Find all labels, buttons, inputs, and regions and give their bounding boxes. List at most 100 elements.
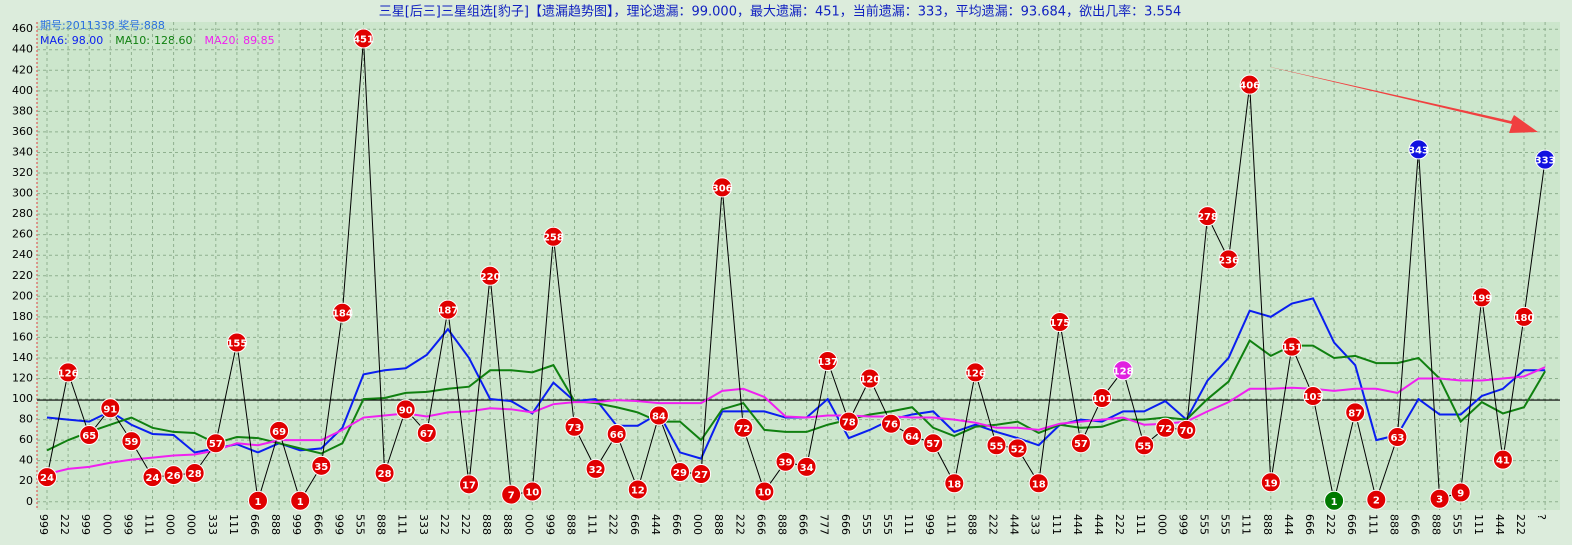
x-tick-label: 333 xyxy=(206,514,219,535)
x-tick-label: 111 xyxy=(143,514,156,535)
point-marker xyxy=(670,461,690,482)
y-tick-label: 120 xyxy=(12,371,33,384)
x-tick-label: 888 xyxy=(1430,514,1443,535)
x-tick-label: 666 xyxy=(754,514,767,535)
point-label: 73 xyxy=(568,423,582,434)
legend-name: MA20: xyxy=(204,34,239,47)
y-tick-label: 140 xyxy=(12,351,33,364)
point-marker xyxy=(543,226,564,247)
x-tick-label: 000 xyxy=(185,514,198,535)
x-tick-label: 888 xyxy=(269,514,282,535)
point-marker xyxy=(37,467,57,488)
point-marker xyxy=(332,302,353,323)
point-label: 57 xyxy=(926,439,940,450)
x-tick-label: 888 xyxy=(375,514,388,535)
x-tick-label: 222 xyxy=(733,514,746,535)
y-tick-label: 160 xyxy=(12,330,33,343)
point-marker xyxy=(1387,427,1408,448)
point-marker xyxy=(1028,473,1049,494)
point-label: 278 xyxy=(1197,212,1218,223)
point-label: 52 xyxy=(1011,444,1025,455)
x-tick-label: 333 xyxy=(1029,514,1042,535)
x-tick-label: 222 xyxy=(58,514,71,535)
y-tick-label: 40 xyxy=(19,454,33,467)
point-label: 78 xyxy=(842,418,856,429)
y-tick-label: 380 xyxy=(12,104,33,117)
point-marker xyxy=(1070,433,1091,454)
y-tick-label: 340 xyxy=(12,145,33,158)
point-label: 333 xyxy=(1535,156,1556,167)
point-label: 236 xyxy=(1218,255,1239,266)
x-tick-label: 111 xyxy=(1240,514,1253,535)
y-tick-label: 400 xyxy=(12,84,33,97)
x-tick-label: 222 xyxy=(459,514,472,535)
y-tick-label: 280 xyxy=(12,207,33,220)
x-tick-label: 999 xyxy=(79,514,92,535)
point-marker xyxy=(1007,438,1028,459)
y-tick-label: 260 xyxy=(12,228,33,241)
point-marker xyxy=(1049,311,1070,332)
point-marker xyxy=(1535,149,1556,170)
point-marker xyxy=(58,362,79,383)
point-label: 70 xyxy=(1179,426,1193,437)
x-tick-label: 888 xyxy=(480,514,493,535)
point-marker xyxy=(1514,306,1534,327)
point-marker xyxy=(859,368,880,389)
point-marker xyxy=(1281,336,1302,357)
point-marker xyxy=(416,422,437,443)
x-tick-label: 222 xyxy=(987,514,1000,535)
x-tick-label: 555 xyxy=(881,514,894,535)
point-label: 57 xyxy=(1074,439,1088,450)
point-marker xyxy=(459,474,479,495)
point-marker xyxy=(838,411,859,432)
point-label: 1 xyxy=(297,497,304,508)
x-tick-label: 222 xyxy=(438,514,451,535)
x-tick-label: 999 xyxy=(121,514,134,535)
point-label: 9 xyxy=(1457,489,1464,500)
point-label: 91 xyxy=(103,404,117,415)
point-label: 57 xyxy=(209,439,223,450)
point-marker xyxy=(226,332,247,353)
point-marker xyxy=(142,467,163,488)
point-label: 343 xyxy=(1408,145,1429,156)
x-tick-label: 000 xyxy=(522,514,535,535)
x-tick-label: 444 xyxy=(1282,514,1295,535)
point-label: 39 xyxy=(779,458,793,469)
point-marker xyxy=(353,28,374,49)
point-label: 101 xyxy=(1092,394,1113,405)
x-tick-label: 555 xyxy=(1219,514,1232,535)
point-marker xyxy=(290,490,311,511)
point-marker xyxy=(1197,206,1218,227)
x-tick-label: 222 xyxy=(1324,514,1337,535)
x-tick-label: 111 xyxy=(227,514,240,535)
y-tick-label: 20 xyxy=(19,474,33,487)
legend-value: 98.00 xyxy=(72,34,104,47)
x-tick-label: 444 xyxy=(1493,514,1506,535)
point-marker xyxy=(965,362,986,383)
point-marker xyxy=(1450,482,1471,503)
point-label: 2 xyxy=(1373,496,1380,507)
y-tick-label: 220 xyxy=(12,269,33,282)
x-tick-label: 666 xyxy=(797,514,810,535)
x-tick-label: 111 xyxy=(1134,514,1147,535)
point-label: 306 xyxy=(712,183,733,194)
y-tick-label: 100 xyxy=(12,392,33,405)
x-tick-label: 888 xyxy=(965,514,978,535)
issue-info: 期号:2011338 奖号:888 xyxy=(40,18,165,32)
point-marker xyxy=(986,435,1007,456)
point-marker xyxy=(1176,419,1197,440)
y-tick-label: 360 xyxy=(12,125,33,138)
point-label: 28 xyxy=(378,469,392,480)
point-marker xyxy=(1324,490,1345,511)
point-marker xyxy=(1218,249,1239,270)
point-marker xyxy=(1303,385,1323,406)
x-tick-label: 666 xyxy=(839,514,852,535)
point-marker xyxy=(205,433,226,454)
point-label: 63 xyxy=(1390,433,1404,444)
point-label: 17 xyxy=(462,480,476,491)
point-label: 55 xyxy=(990,441,1004,452)
point-marker xyxy=(395,399,416,420)
point-label: 3 xyxy=(1436,495,1443,506)
point-marker xyxy=(522,481,543,502)
